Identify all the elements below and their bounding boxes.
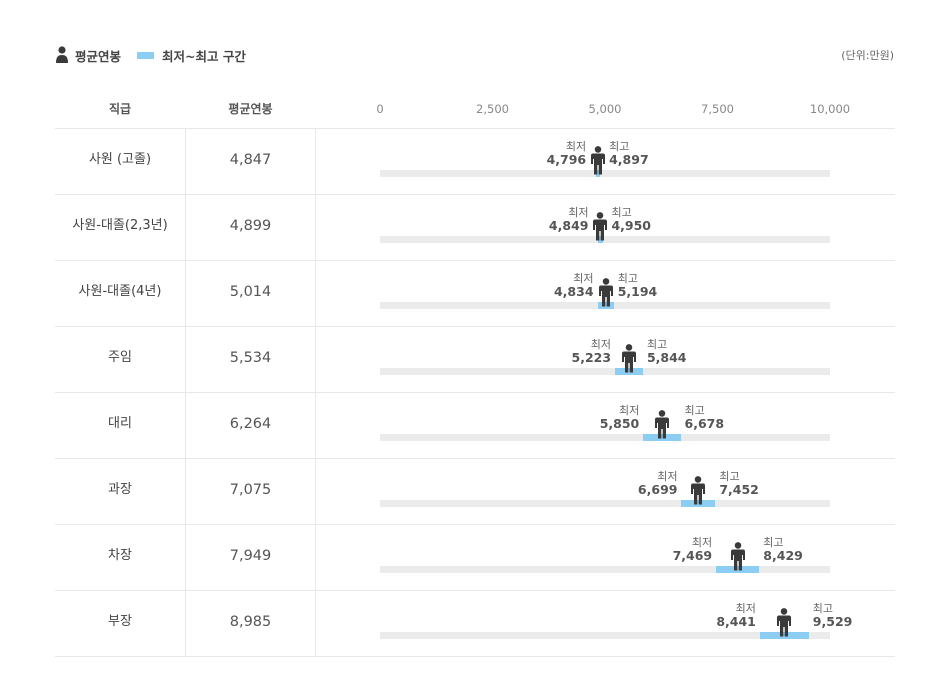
row-avg-value: 4,847 bbox=[186, 129, 316, 194]
chart-legend: 평균연봉 최저~최고 구간 bbox=[55, 44, 246, 66]
range-bar bbox=[716, 566, 760, 573]
range-bar bbox=[681, 500, 716, 507]
max-value: 4,897 bbox=[609, 152, 649, 167]
row-title: 주임 bbox=[55, 327, 186, 392]
min-value: 5,850 bbox=[599, 416, 640, 431]
table-row: 차장 7,949 최저 7,469 최고 8,429 bbox=[55, 525, 895, 591]
x-tick-label: 10,000 bbox=[809, 102, 851, 116]
max-value: 5,194 bbox=[617, 284, 658, 299]
range-track bbox=[380, 566, 830, 573]
max-label: 최고 bbox=[617, 272, 638, 285]
avg-person-marker bbox=[598, 278, 614, 307]
max-label: 최고 bbox=[609, 140, 630, 153]
row-title: 부장 bbox=[55, 591, 186, 656]
min-label: 최저 bbox=[573, 272, 594, 285]
avg-person-marker bbox=[590, 146, 606, 175]
row-avg-value: 5,534 bbox=[186, 327, 316, 392]
row-title: 사원-대졸(2,3년) bbox=[55, 195, 186, 260]
range-bar bbox=[759, 632, 809, 639]
row-avg-value: 7,075 bbox=[186, 459, 316, 524]
range-track bbox=[380, 236, 830, 243]
min-value: 6,699 bbox=[637, 482, 678, 497]
person-icon bbox=[56, 46, 68, 63]
min-value: 4,796 bbox=[546, 152, 587, 167]
max-label: 최고 bbox=[646, 338, 668, 351]
row-title: 사원 (고졸) bbox=[55, 129, 186, 194]
min-label: 최저 bbox=[619, 404, 640, 417]
row-title: 대리 bbox=[55, 393, 186, 458]
table-row: 주임 5,534 최저 5,223 최고 5,844 bbox=[55, 327, 895, 393]
min-label: 최저 bbox=[735, 602, 756, 615]
max-value: 9,529 bbox=[812, 614, 853, 629]
range-track bbox=[380, 368, 830, 375]
max-value: 8,429 bbox=[763, 548, 803, 563]
table-row: 사원-대졸(4년) 5,014 최저 4,834 최고 5,194 bbox=[55, 261, 895, 327]
avg-person-marker bbox=[621, 344, 637, 373]
row-avg-value: 6,264 bbox=[186, 393, 316, 458]
min-label: 최저 bbox=[691, 536, 713, 549]
row-avg-value: 4,899 bbox=[186, 195, 316, 260]
min-value: 4,849 bbox=[548, 218, 589, 233]
table-row: 사원-대졸(2,3년) 4,899 최저 4,849 최고 4,950 bbox=[55, 195, 895, 261]
max-value: 7,452 bbox=[719, 482, 759, 497]
x-tick-label: 2,500 bbox=[476, 102, 509, 116]
unit-label: (단위:만원) bbox=[841, 49, 894, 62]
avg-person-marker bbox=[592, 212, 608, 241]
table-row: 사원 (고졸) 4,847 최저 4,796 최고 4,897 bbox=[55, 129, 895, 195]
avg-person-marker bbox=[654, 410, 670, 439]
min-label: 최저 bbox=[565, 140, 587, 153]
max-value: 4,950 bbox=[611, 218, 651, 233]
legend-range-swatch bbox=[137, 51, 155, 59]
header-title: 직급 bbox=[108, 102, 132, 116]
row-title: 사원-대졸(4년) bbox=[55, 261, 186, 326]
min-label: 최저 bbox=[657, 470, 678, 483]
avg-person-marker bbox=[690, 476, 706, 505]
x-tick-label: 0 bbox=[376, 102, 384, 116]
salary-table: 사원 (고졸) 4,847 최저 4,796 최고 4,897 사원-대졸(2,3년) 4,8… bbox=[55, 129, 895, 657]
max-label: 최고 bbox=[763, 536, 784, 549]
x-tick-label: 7,500 bbox=[701, 102, 734, 116]
max-label: 최고 bbox=[684, 404, 705, 417]
avg-person-marker bbox=[730, 542, 746, 571]
min-value: 8,441 bbox=[716, 614, 756, 629]
min-value: 4,834 bbox=[553, 284, 594, 299]
range-bar bbox=[615, 368, 643, 375]
table-row: 대리 6,264 최저 5,850 최고 6,678 bbox=[55, 393, 895, 459]
max-value: 6,678 bbox=[684, 416, 725, 431]
range-track bbox=[380, 170, 830, 177]
x-tick-label: 5,000 bbox=[588, 102, 622, 116]
min-label: 최저 bbox=[568, 206, 589, 219]
table-row: 과장 7,075 최저 6,699 최고 7,452 bbox=[55, 459, 895, 525]
max-label: 최고 bbox=[719, 470, 740, 483]
range-bar bbox=[595, 170, 601, 177]
min-value: 7,469 bbox=[672, 548, 713, 563]
table-row: 부장 8,985 최저 8,441 최고 9,529 bbox=[55, 591, 895, 657]
range-bar bbox=[597, 302, 614, 309]
row-avg-value: 5,014 bbox=[186, 261, 316, 326]
header-avg: 평균연봉 bbox=[228, 102, 273, 116]
min-label: 최저 bbox=[590, 338, 612, 351]
row-avg-value: 7,949 bbox=[186, 525, 316, 590]
avg-person-marker bbox=[776, 608, 792, 637]
table-header: 직급 평균연봉 0 2,500 5,000 7,500 10,000 bbox=[55, 96, 895, 129]
range-bar bbox=[598, 236, 603, 243]
range-track bbox=[380, 500, 830, 507]
row-title: 과장 bbox=[55, 459, 186, 524]
range-bar bbox=[643, 434, 681, 441]
max-label: 최고 bbox=[611, 206, 632, 219]
max-value: 5,844 bbox=[646, 350, 687, 365]
max-label: 최고 bbox=[812, 602, 834, 615]
range-track bbox=[380, 632, 830, 639]
row-avg-value: 8,985 bbox=[186, 591, 316, 656]
legend-range-label: 최저~최고 구간 bbox=[162, 48, 246, 64]
min-value: 5,223 bbox=[571, 350, 612, 365]
row-title: 차장 bbox=[55, 525, 186, 590]
range-track bbox=[380, 434, 830, 441]
legend-avg-label: 평균연봉 bbox=[75, 48, 122, 64]
